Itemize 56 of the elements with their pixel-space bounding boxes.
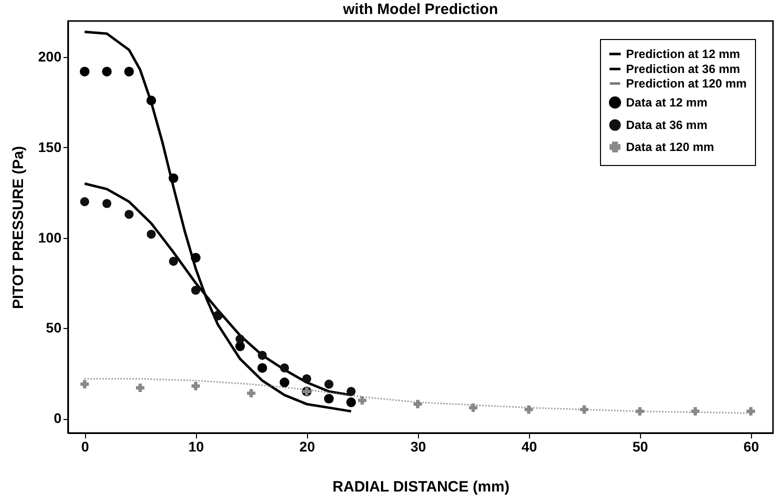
point (324, 394, 334, 404)
point (124, 210, 134, 219)
x-tick-label: 60 (744, 438, 760, 454)
point (146, 230, 156, 239)
point (80, 380, 89, 388)
point (636, 407, 644, 416)
point (102, 66, 112, 76)
y-tick-label: 50 (46, 320, 62, 336)
point (280, 363, 290, 372)
point (146, 96, 156, 106)
point (247, 389, 256, 398)
point (280, 378, 290, 388)
point (324, 380, 334, 389)
point (80, 66, 90, 76)
x-axis-title: RADIAL DISTANCE (mm) (332, 478, 510, 496)
chart-title: with Model Prediction (342, 1, 498, 18)
y-tick-label: 200 (38, 48, 62, 65)
point (136, 384, 144, 392)
x-tick-label: 10 (188, 438, 204, 454)
point (258, 350, 267, 360)
point (358, 396, 366, 405)
point (236, 334, 245, 344)
point (746, 407, 755, 416)
point (80, 197, 90, 206)
point (414, 400, 422, 408)
point (346, 386, 356, 396)
point (102, 198, 112, 208)
y-tick-label: 0 (54, 410, 62, 426)
legend-label: Data at 120 mm (626, 140, 714, 154)
point (124, 66, 134, 76)
legend-label: Data at 36 mm (626, 118, 708, 132)
legend-label: Prediction at 36 mm (626, 62, 740, 76)
point (168, 256, 178, 266)
y-tick-label: 150 (38, 138, 62, 155)
point (524, 405, 533, 414)
point (257, 363, 268, 373)
point (469, 404, 478, 412)
x-tick-label: 0 (81, 438, 90, 454)
x-tick-label: 50 (632, 438, 648, 454)
point (168, 173, 178, 184)
point (691, 407, 700, 416)
point (346, 397, 356, 408)
legend-label: Prediction at 12 mm (626, 47, 740, 61)
y-axis-title: PITOT PRESSURE (Pa) (10, 146, 28, 310)
x-tick-label: 20 (299, 438, 316, 454)
x-tick-label: 40 (521, 438, 538, 454)
point (191, 286, 200, 295)
point (580, 405, 588, 414)
point (191, 382, 200, 390)
legend-label: Data at 12 mm (626, 96, 708, 110)
legend-label: Prediction at 120 mm (626, 76, 747, 90)
point (190, 252, 201, 263)
line-series (83, 30, 352, 413)
point (302, 374, 312, 384)
x-tick-label: 30 (410, 438, 426, 454)
y-tick-label: 100 (38, 229, 62, 246)
